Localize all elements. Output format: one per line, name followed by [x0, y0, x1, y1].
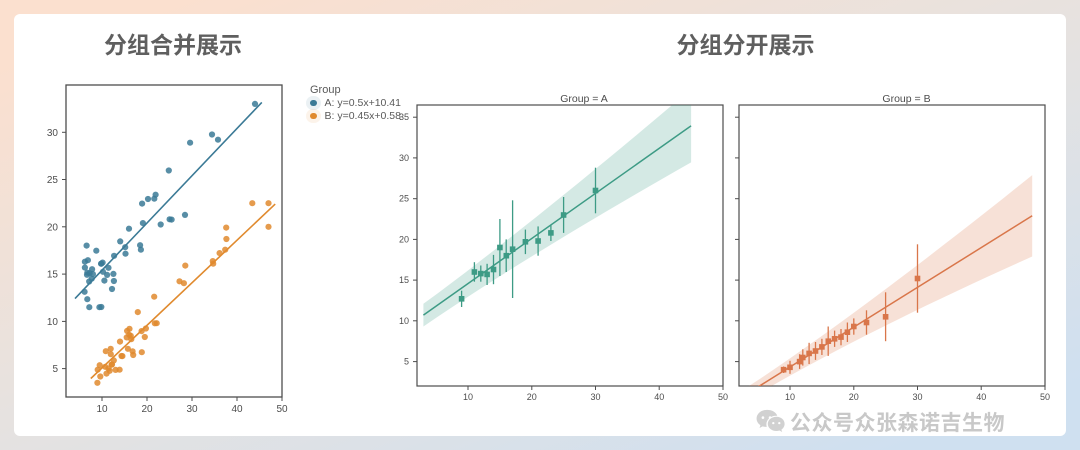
svg-text:40: 40: [231, 404, 243, 415]
svg-text:15: 15: [47, 270, 59, 281]
svg-text:20: 20: [527, 392, 537, 401]
svg-text:30: 30: [186, 404, 198, 415]
svg-text:10: 10: [96, 404, 108, 415]
svg-text:20: 20: [399, 234, 409, 244]
svg-text:30: 30: [912, 392, 922, 401]
svg-text:40: 40: [654, 392, 664, 401]
svg-text:30: 30: [47, 128, 59, 139]
svg-text:25: 25: [47, 175, 59, 186]
svg-text:5: 5: [404, 357, 409, 367]
svg-text:10: 10: [47, 317, 59, 328]
svg-text:40: 40: [976, 392, 986, 401]
svg-text:15: 15: [399, 275, 409, 285]
svg-text:50: 50: [718, 392, 728, 401]
svg-text:20: 20: [849, 392, 859, 401]
svg-text:10: 10: [785, 392, 795, 401]
svg-text:30: 30: [399, 153, 409, 163]
svg-text:30: 30: [590, 392, 600, 401]
svg-text:35: 35: [399, 112, 409, 122]
svg-text:25: 25: [399, 194, 409, 204]
svg-text:10: 10: [399, 316, 409, 326]
svg-text:5: 5: [52, 364, 58, 375]
svg-text:50: 50: [1040, 392, 1050, 401]
svg-text:50: 50: [276, 404, 288, 415]
svg-text:10: 10: [463, 392, 473, 401]
svg-text:20: 20: [47, 222, 59, 233]
svg-text:20: 20: [141, 404, 153, 415]
